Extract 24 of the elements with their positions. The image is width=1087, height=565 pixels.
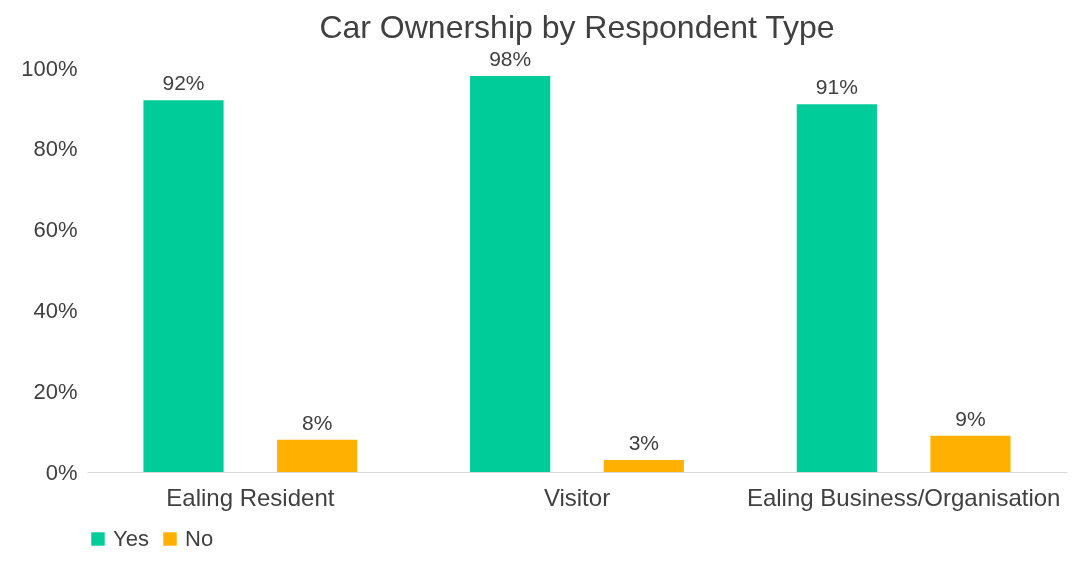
- y-tick-label: 40%: [33, 297, 78, 323]
- x-tick-label: Ealing Resident: [166, 483, 335, 511]
- data-label: 91%: [815, 75, 858, 99]
- data-label: 98%: [489, 47, 532, 71]
- x-tick-label: Visitor: [543, 483, 611, 511]
- y-tick-label: 100%: [21, 55, 78, 81]
- y-tick-label: 60%: [33, 217, 78, 243]
- bar: [277, 439, 358, 472]
- bar: [143, 100, 224, 472]
- legend-label: Yes: [113, 526, 149, 551]
- bar: [930, 435, 1011, 472]
- x-tick-label: Ealing Business/Organisation: [746, 483, 1061, 511]
- chart-title: Car Ownership by Respondent Type: [319, 9, 835, 46]
- y-tick-label: 80%: [33, 136, 78, 162]
- bar: [470, 76, 551, 472]
- y-tick-label: 0%: [45, 459, 78, 485]
- bar: [796, 104, 877, 472]
- data-label: 8%: [301, 410, 333, 434]
- legend-label: No: [185, 526, 214, 551]
- data-label: 92%: [162, 71, 205, 95]
- data-label: 3%: [628, 430, 659, 454]
- data-label: 9%: [955, 406, 986, 430]
- y-tick-label: 20%: [33, 378, 78, 404]
- bar: [603, 459, 684, 472]
